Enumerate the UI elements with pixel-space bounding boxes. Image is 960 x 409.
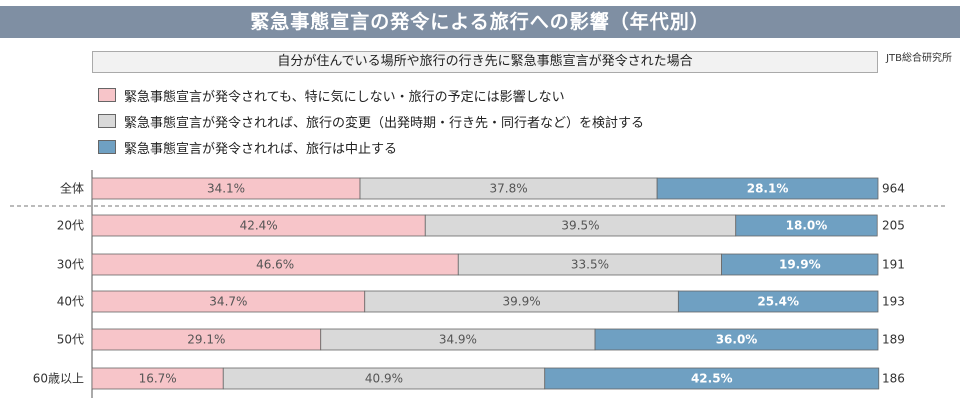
sample-size-label: 964 (882, 182, 905, 196)
legend-label: 緊急事態宣言が発令されても、特に気にしない・旅行の予定には影響しない (124, 89, 565, 105)
category-label: 20代 (57, 219, 84, 233)
data-label: 46.6% (256, 258, 294, 272)
data-label: 29.1% (187, 333, 225, 347)
data-label: 42.4% (240, 219, 278, 233)
sample-size-label: 191 (882, 258, 905, 272)
legend-swatch-gray (98, 114, 116, 128)
data-label: 16.7% (139, 372, 177, 386)
legend-item-pink: 緊急事態宣言が発令されても、特に気にしない・旅行の予定には影響しない (98, 82, 644, 108)
sample-size-label: 205 (882, 219, 905, 233)
category-label: 全体 (60, 181, 84, 196)
data-label: 40.9% (365, 372, 403, 386)
legend-label: 緊急事態宣言が発令されれば、旅行の変更（出発時期・行き先・同行者など）を検討する (124, 115, 645, 131)
chart-subtitle: 自分が住んでいる場所や旅行の行き先に緊急事態宣言が発令された場合 (92, 51, 878, 73)
source-label: JTB総合研究所 (886, 53, 952, 64)
legend-swatch-pink (98, 88, 116, 102)
category-label: 40代 (57, 295, 84, 309)
legend: 緊急事態宣言が発令されても、特に気にしない・旅行の予定には影響しない 緊急事態宣… (98, 82, 644, 160)
data-label: 33.5% (571, 258, 609, 272)
category-label: 60歳以上 (33, 372, 84, 386)
bar-segment (544, 367, 880, 390)
bar-segment (656, 177, 879, 200)
data-label: 28.1% (747, 182, 789, 196)
data-label: 25.4% (757, 295, 799, 309)
bar-segment (721, 253, 879, 276)
data-label: 42.5% (691, 372, 733, 386)
bar-segment (735, 214, 878, 237)
sample-size-label: 189 (882, 333, 905, 347)
category-label: 30代 (57, 258, 84, 272)
sample-size-label: 186 (882, 372, 905, 386)
data-label: 36.0% (716, 333, 758, 347)
bar-segment (677, 290, 879, 313)
data-label: 34.9% (439, 333, 477, 347)
bar-segment (594, 328, 879, 351)
data-label: 37.8% (490, 182, 528, 196)
data-label: 34.7% (209, 295, 247, 309)
data-label: 34.1% (207, 182, 245, 196)
data-label: 19.9% (779, 258, 821, 272)
legend-item-blue: 緊急事態宣言が発令されれば、旅行は中止する (98, 134, 644, 160)
chart-title: 緊急事態宣言の発令による旅行への影響（年代別） (250, 11, 710, 33)
data-label: 18.0% (786, 219, 828, 233)
data-label: 39.9% (502, 295, 540, 309)
legend-label: 緊急事態宣言が発令されれば、旅行は中止する (124, 141, 398, 157)
data-label: 39.5% (561, 219, 599, 233)
legend-item-gray: 緊急事態宣言が発令されれば、旅行の変更（出発時期・行き先・同行者など）を検討する (98, 108, 644, 134)
title-bar: 緊急事態宣言の発令による旅行への影響（年代別） (0, 6, 960, 38)
legend-swatch-blue (98, 140, 116, 154)
sample-size-label: 193 (882, 295, 905, 309)
category-label: 50代 (57, 333, 84, 347)
